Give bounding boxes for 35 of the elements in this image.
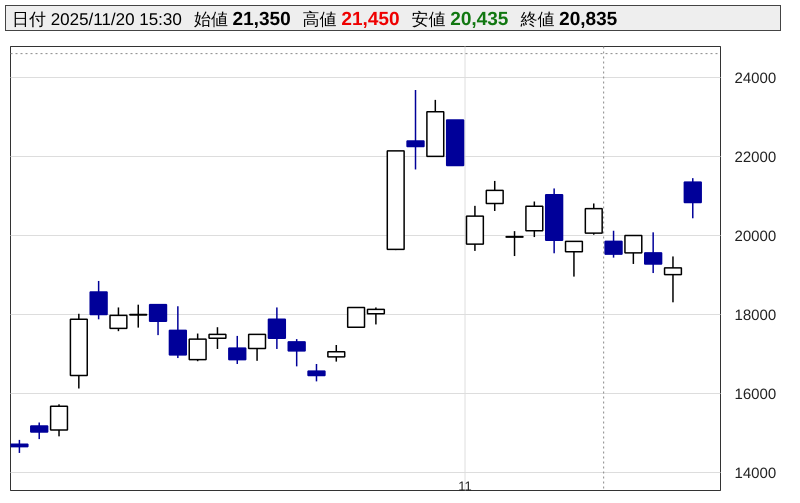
annotation: 11 — [458, 478, 472, 494]
text: 終値 20,835 — [520, 9, 618, 30]
candlestick — [486, 180, 504, 212]
y-tick-label: 24000 — [734, 70, 776, 87]
candlestick — [188, 332, 207, 362]
y-tick-label: 18000 — [734, 307, 776, 324]
candlestick — [89, 280, 108, 320]
candlestick — [505, 230, 524, 257]
y-tick-label: 20000 — [734, 228, 776, 245]
candlestick — [684, 177, 702, 220]
y-tick-label: 16000 — [734, 386, 776, 404]
text: 始値 21,350 — [194, 9, 291, 30]
y-tick-label: 22000 — [734, 148, 776, 166]
text: 高値 21,450 — [302, 9, 400, 30]
candlestick — [604, 230, 623, 258]
candlestick — [109, 306, 128, 332]
candlestick — [327, 344, 346, 362]
candlestick — [268, 306, 286, 350]
text: 安値 20,435 — [412, 9, 508, 30]
candlestick — [307, 363, 326, 382]
candlestick — [208, 326, 227, 350]
candlestick — [248, 334, 266, 362]
candlestick — [10, 439, 29, 454]
candlestick — [406, 89, 425, 170]
candlestick — [228, 335, 246, 365]
chart-title: 日付 2025/11/20 15:30 — [12, 10, 182, 29]
candlestick — [30, 422, 48, 440]
y-tick-label: 14000 — [734, 465, 776, 482]
candlestick — [288, 338, 306, 368]
candlestick — [644, 232, 662, 274]
candlestick — [148, 304, 168, 336]
candlestick — [564, 240, 584, 278]
candlestick — [664, 256, 682, 304]
candlestick — [624, 234, 643, 265]
candlestick — [50, 404, 68, 438]
